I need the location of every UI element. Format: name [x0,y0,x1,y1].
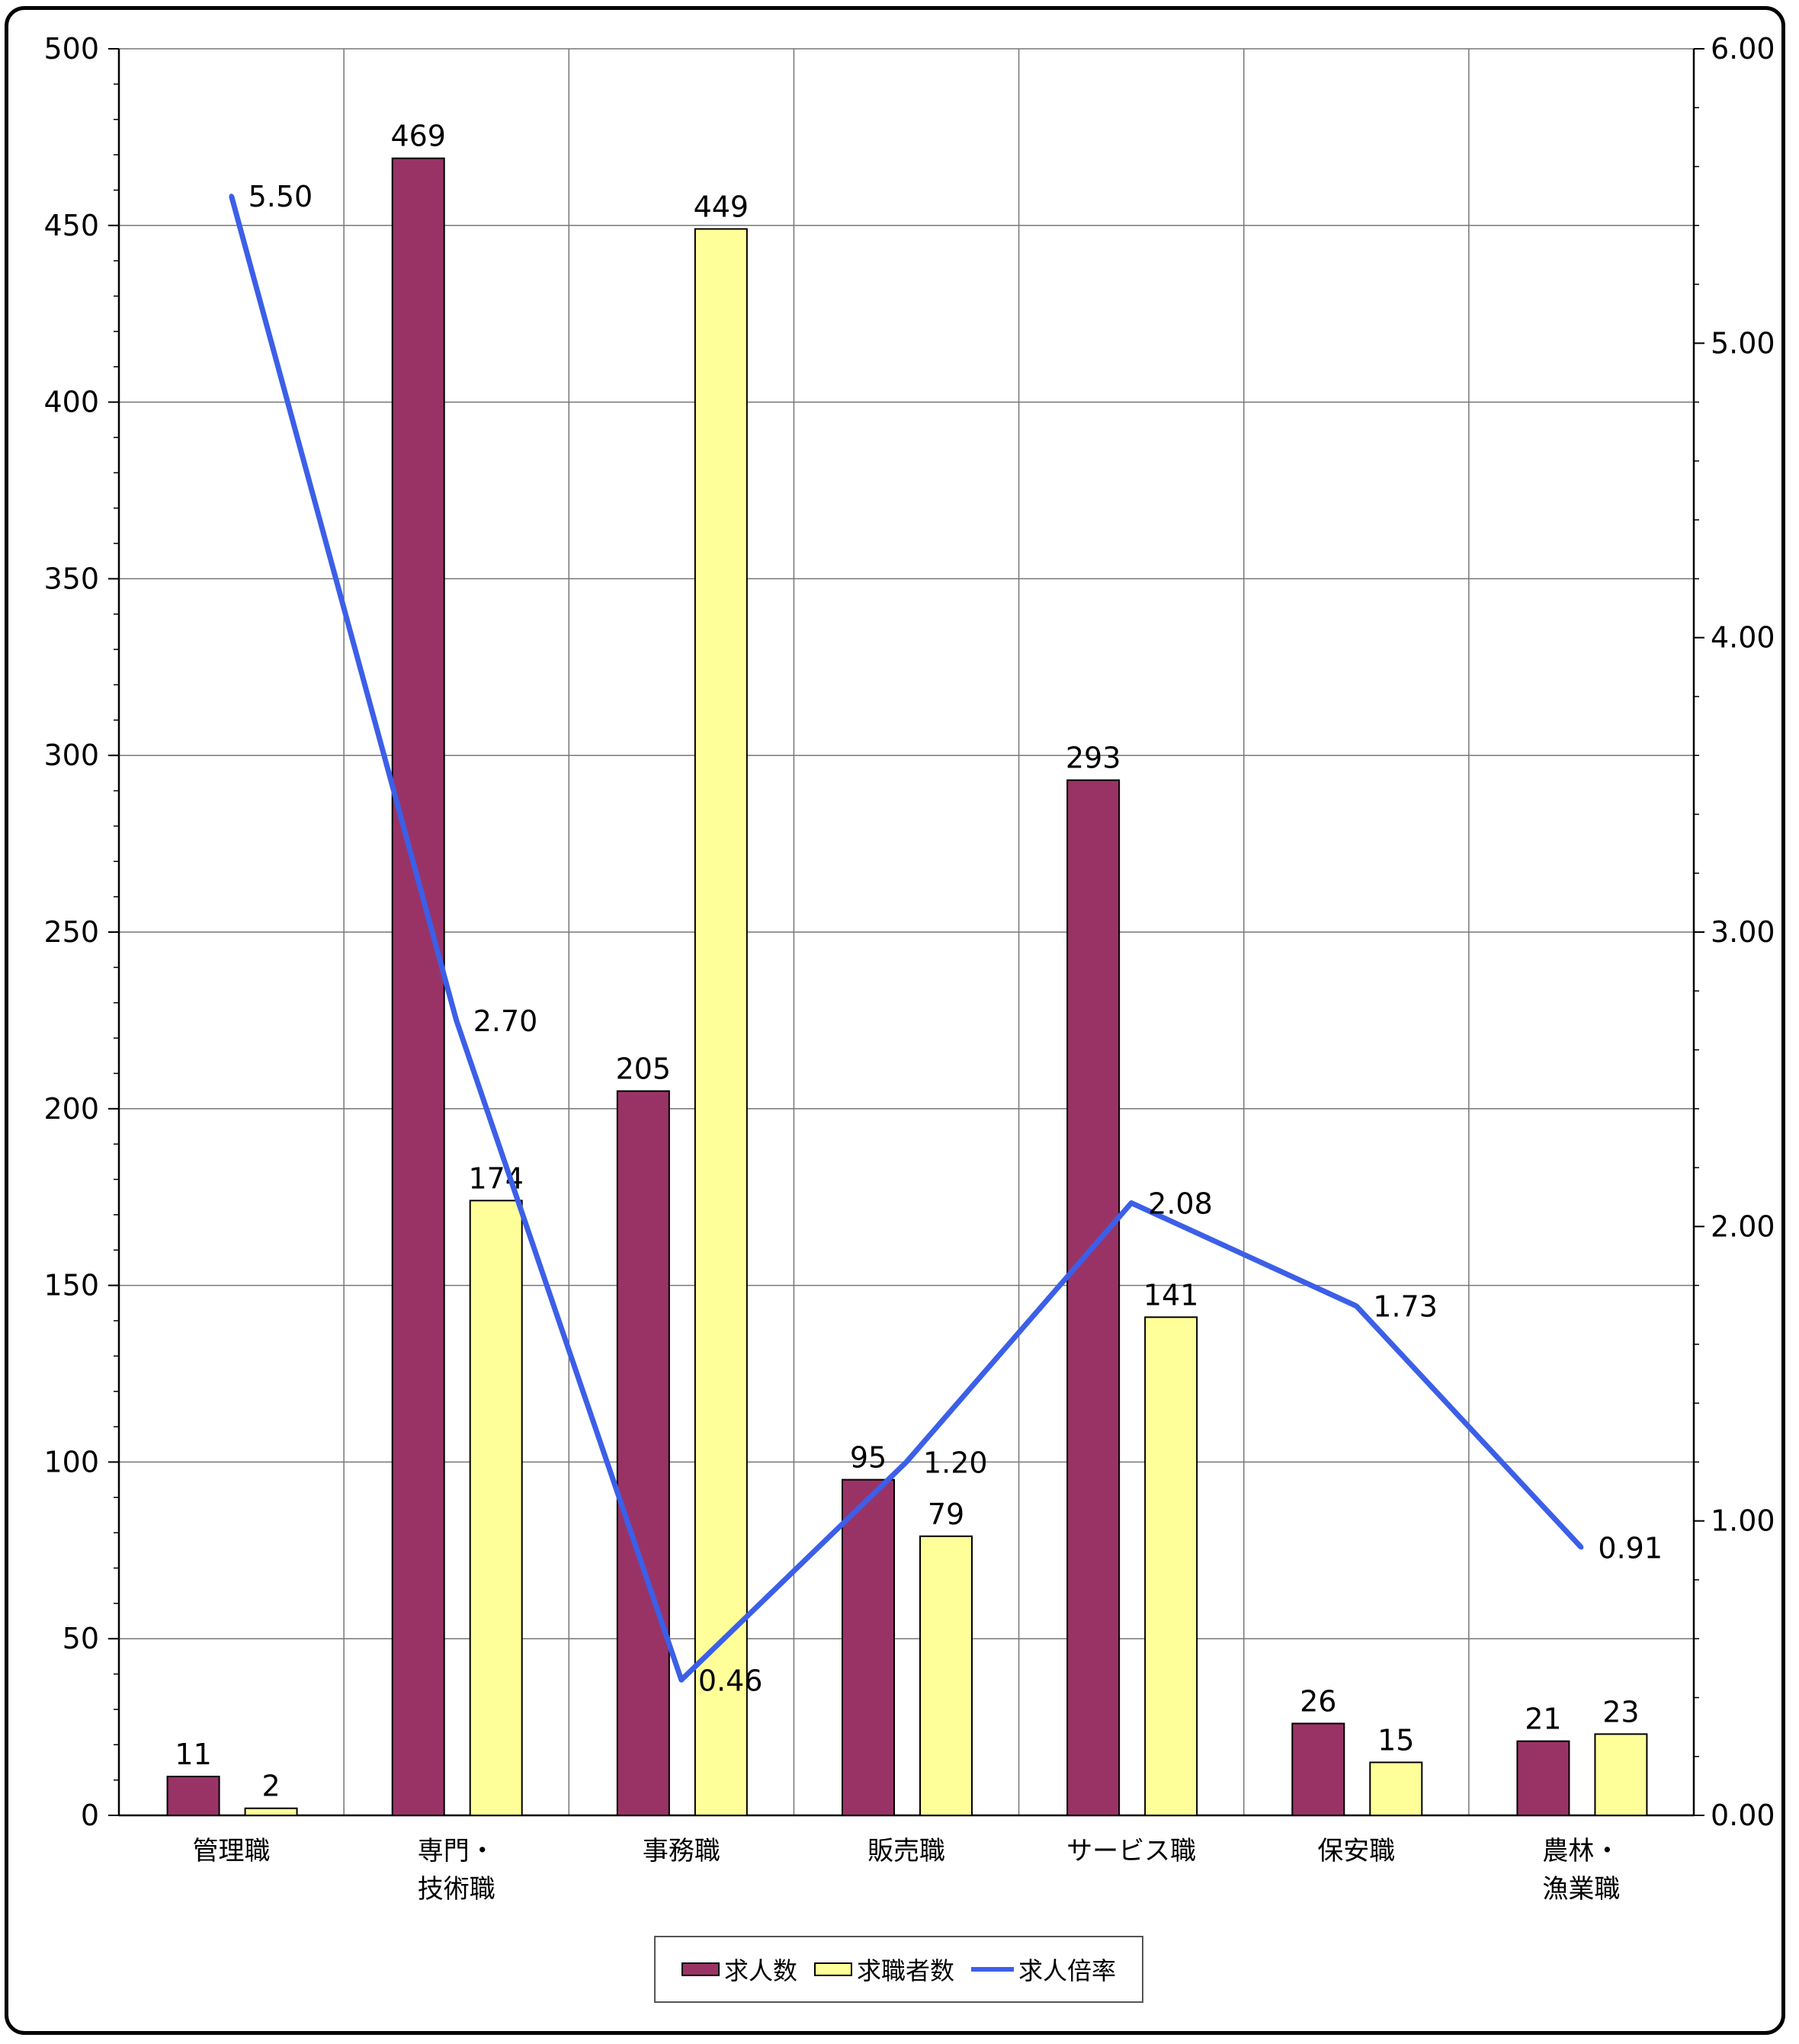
category-label-line: 農林・ [1542,1836,1620,1866]
right-axis-tick-label: 6.00 [1711,32,1775,66]
bar-job-seekers [1594,1733,1648,1817]
right-axis-tick-label: 5.00 [1711,326,1775,360]
bar-job-seekers [244,1807,298,1817]
left-axis-tick-label: 0 [81,1799,99,1832]
bar-data-label: 469 [390,120,446,153]
bar-data-label: 23 [1602,1695,1639,1728]
bar-data-label: 205 [616,1052,672,1086]
right-axis-tick-label: 3.00 [1711,915,1775,949]
left-axis-tick-label: 100 [43,1445,99,1479]
category-label-line: 専門・ [418,1836,495,1866]
legend-label-job-seekers: 求職者数 [856,1956,954,1985]
legend-label-ratio: 求人倍率 [1018,1956,1117,1985]
bar-job-seekers [469,1200,523,1817]
bar-job-openings [1516,1740,1570,1817]
category-label-line: サービス職 [1066,1836,1196,1866]
right-axis-tick-label: 0.00 [1711,1799,1775,1832]
category-label-line: 管理職 [193,1836,271,1866]
bar-data-label: 15 [1377,1723,1414,1757]
legend: 求人数 求職者数 求人倍率 [654,1936,1143,2003]
ratio-data-label: 2.70 [473,1004,538,1038]
ratio-data-label: 1.20 [923,1446,988,1479]
legend-item-job-seekers: 求職者数 [813,1952,954,1987]
right-axis-tick-label: 4.00 [1711,621,1775,655]
bar-data-label: 95 [850,1441,887,1475]
bar-job-seekers [694,228,748,1816]
bar-job-openings [616,1090,670,1816]
ratio-point [904,1459,909,1465]
left-axis-tick-label: 200 [43,1092,99,1126]
bar-data-label: 79 [928,1498,964,1531]
legend-label-job-openings: 求人数 [723,1956,797,1985]
bar-job-seekers [1369,1761,1423,1816]
ratio-data-label: 2.08 [1148,1187,1213,1220]
left-axis-tick-label: 300 [43,738,99,772]
category-label-line: 技術職 [418,1874,495,1905]
ratio-point [1354,1303,1359,1309]
ratio-point [1129,1200,1134,1206]
bar-job-openings [391,157,445,1816]
category-label: 保安職 [1317,1836,1395,1866]
legend-swatch-job-seekers [813,1962,852,1976]
ratio-data-label: 1.73 [1373,1290,1438,1324]
bar-data-label: 2 [261,1770,280,1803]
left-axis-tick-label: 150 [43,1269,99,1302]
ratio-point [229,194,234,199]
bar-data-label: 449 [694,190,749,223]
left-axis-tick-label: 500 [43,32,99,66]
right-axis-tick-label: 1.00 [1711,1504,1775,1538]
legend-item-ratio: 求人倍率 [971,1952,1116,1987]
category-label: 販売職 [867,1836,945,1866]
legend-swatch-ratio [971,1967,1014,1972]
category-label: 専門・技術職 [418,1836,495,1905]
category-label: 事務職 [643,1836,720,1866]
bar-job-seekers [1144,1316,1198,1816]
bar-job-openings [166,1776,220,1816]
left-axis-tick-label: 250 [43,915,99,949]
category-label-line: 漁業職 [1542,1874,1620,1905]
left-axis-tick-label: 400 [43,386,99,419]
bar-job-openings [1291,1722,1345,1817]
bar-data-label: 141 [1143,1278,1199,1312]
ratio-data-label: 0.46 [698,1664,763,1697]
bar-job-openings [1066,779,1121,1816]
ratio-point [1579,1545,1584,1550]
ratio-point [454,1017,459,1023]
category-label: 農林・漁業職 [1542,1836,1620,1905]
category-label-line: 保安職 [1317,1836,1395,1866]
left-axis-tick-label: 450 [43,209,99,242]
legend-item-job-openings: 求人数 [681,1952,797,1987]
bar-job-seekers [919,1535,973,1816]
category-label: 管理職 [193,1836,271,1866]
bar-data-label: 21 [1525,1703,1561,1736]
category-label-line: 販売職 [867,1836,945,1866]
category-label-line: 事務職 [643,1836,720,1866]
bar-job-openings [842,1479,895,1816]
ratio-data-label: 5.50 [249,180,313,213]
left-axis-tick-label: 350 [43,562,99,595]
bar-data-label: 26 [1300,1684,1336,1718]
legend-swatch-job-openings [681,1962,720,1976]
ratio-point [678,1677,684,1683]
bar-data-label: 293 [1066,742,1121,775]
ratio-data-label: 0.91 [1598,1531,1663,1565]
left-axis-tick-label: 50 [63,1622,99,1655]
bar-data-label: 11 [175,1738,211,1771]
right-axis-tick-label: 2.00 [1711,1209,1775,1243]
category-label: サービス職 [1066,1836,1196,1866]
